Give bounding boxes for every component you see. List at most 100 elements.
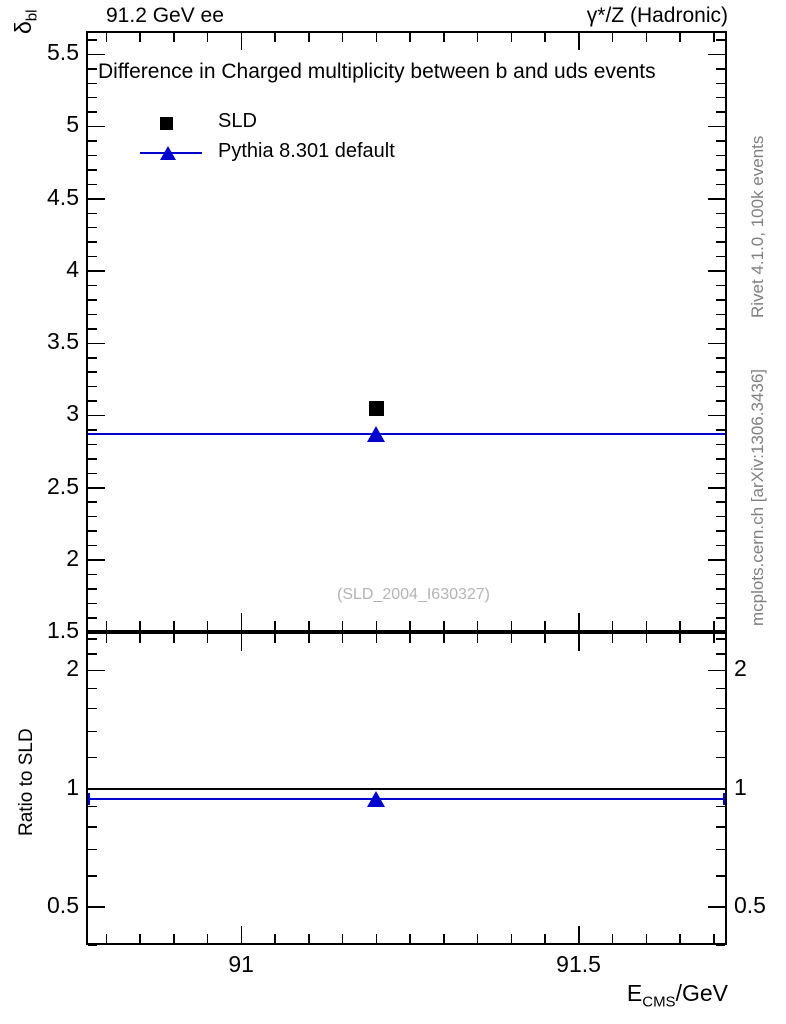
main-ytick-4.7 bbox=[88, 169, 97, 171]
ratio-xtick-91.6 bbox=[645, 934, 648, 943]
ratio-xtick-91.65 bbox=[679, 934, 681, 943]
ratio-ytick-right-1.6 bbox=[716, 707, 725, 710]
main-ytick-label-3: 3 bbox=[66, 400, 79, 427]
legend-label-sld: SLD bbox=[218, 110, 257, 132]
ratio-xtick-top-91.45 bbox=[544, 634, 546, 643]
ratio-ytick-right-0.8 bbox=[716, 826, 725, 828]
main-ytick-right-1.6 bbox=[716, 617, 725, 619]
main-xtick-90.95 bbox=[206, 33, 209, 42]
x-axis-title-subscript: CMS bbox=[642, 993, 676, 1011]
annotation-rivet-version: Rivet 4.1.0, 100k events bbox=[748, 135, 767, 318]
main-xtick-90.8 bbox=[105, 33, 108, 42]
main-ytick-right-2.8 bbox=[716, 443, 725, 446]
ratio-xtick-top-91.7 bbox=[713, 634, 715, 643]
main-plot-frame bbox=[86, 31, 727, 632]
main-ytick-5.4 bbox=[88, 68, 97, 70]
main-ytick-4.3 bbox=[88, 226, 97, 229]
main-xtick-91.1 bbox=[308, 33, 310, 42]
main-xtick-bottom-91.35 bbox=[476, 621, 479, 630]
main-ytick-label-4: 4 bbox=[66, 255, 79, 282]
ratio-ytick-0.7 bbox=[88, 848, 97, 851]
ratio-xtick-91.2 bbox=[375, 934, 378, 943]
legend-label-pythia: Pythia 8.301 default bbox=[218, 140, 395, 162]
main-ytick-right-2.7 bbox=[716, 458, 725, 460]
ratio-ytick-right-1.8 bbox=[716, 687, 725, 690]
main-ytick-1.7 bbox=[88, 602, 97, 605]
main-ytick-5 bbox=[88, 125, 105, 128]
main-ytick-4.2 bbox=[88, 241, 97, 243]
ratio-reference-line bbox=[88, 787, 725, 790]
y-axis-title-subscript: bl bbox=[23, 9, 41, 22]
main-ytick-right-3.7 bbox=[716, 313, 725, 316]
pythia-marker-ratio bbox=[367, 791, 386, 808]
main-ytick-2.6 bbox=[88, 472, 97, 475]
ratio-xtick-top-91.6 bbox=[645, 634, 648, 643]
ratio-xtick-top-91.55 bbox=[611, 634, 614, 643]
y-axis-title-main: δbl bbox=[10, 10, 41, 35]
ratio-ytick-right-1 bbox=[708, 788, 725, 790]
ratio-ytick-right-1.2 bbox=[716, 756, 725, 759]
main-xtick-bottom-90.95 bbox=[206, 621, 209, 630]
plot-title: Difference in Charged multiplicity betwe… bbox=[98, 60, 656, 83]
y-axis-title-symbol: δ bbox=[10, 21, 36, 34]
main-ytick-3.3 bbox=[88, 371, 97, 373]
main-xtick-91.35 bbox=[476, 33, 479, 42]
ratio-xtick-91.05 bbox=[274, 934, 276, 943]
main-xtick-91.25 bbox=[409, 33, 411, 42]
ratio-xtick-top-90.9 bbox=[173, 634, 175, 643]
main-ytick-label-2: 2 bbox=[66, 544, 79, 571]
main-ytick-right-3.6 bbox=[716, 328, 725, 330]
pythia-line-main bbox=[88, 433, 725, 436]
main-xtick-91.6 bbox=[645, 33, 648, 42]
header-process: γ*/Z (Hadronic) bbox=[586, 4, 728, 27]
ratio-ytick-0.6 bbox=[88, 875, 97, 877]
ratio-xtick-90.9 bbox=[173, 934, 175, 943]
main-ytick-label-4.5: 4.5 bbox=[47, 183, 79, 210]
legend-marker-triangle-line bbox=[140, 138, 206, 168]
ratio-ytick-right-0.7 bbox=[716, 848, 725, 851]
ratio-xtick-top-91.5 bbox=[578, 634, 580, 651]
main-ytick-right-3.3 bbox=[716, 371, 725, 373]
ratio-ytick-label-right-2: 2 bbox=[734, 655, 747, 682]
main-ytick-label-5.5: 5.5 bbox=[47, 39, 79, 66]
main-ytick-right-1.8 bbox=[716, 588, 725, 590]
ratio-xtick-top-91.15 bbox=[341, 634, 344, 643]
ratio-ytick-2.4 bbox=[88, 638, 97, 640]
main-xtick-91.65 bbox=[679, 33, 681, 42]
main-ytick-right-1.5 bbox=[708, 631, 725, 633]
main-ytick-right-5.1 bbox=[716, 111, 725, 113]
ratio-ytick-right-2 bbox=[708, 669, 725, 672]
pythia-line-ratio bbox=[88, 798, 725, 801]
main-xtick-91.05 bbox=[274, 33, 276, 42]
main-ytick-5.5 bbox=[88, 53, 105, 56]
ratio-ytick-right-2.4 bbox=[716, 638, 725, 640]
main-ytick-right-4.3 bbox=[716, 226, 725, 229]
ratio-xtick-91.3 bbox=[443, 934, 445, 943]
main-ytick-right-5 bbox=[708, 125, 725, 128]
main-ytick-2.2 bbox=[88, 530, 97, 532]
main-ytick-4.6 bbox=[88, 183, 97, 186]
main-ytick-2.1 bbox=[88, 544, 97, 547]
main-ytick-3.5 bbox=[88, 342, 105, 345]
analysis-id-watermark: (SLD_2004_I630327) bbox=[337, 586, 491, 603]
main-ytick-2.9 bbox=[88, 429, 97, 431]
main-xtick-bottom-90.85 bbox=[139, 621, 141, 630]
main-ytick-right-3.1 bbox=[716, 400, 725, 402]
ratio-ytick-0.8 bbox=[88, 826, 97, 828]
main-ytick-1.9 bbox=[88, 573, 97, 576]
main-ytick-3.7 bbox=[88, 313, 97, 316]
ratio-xtick-top-90.95 bbox=[206, 634, 209, 643]
main-ytick-4.8 bbox=[88, 154, 97, 157]
main-ytick-4.4 bbox=[88, 212, 97, 215]
main-ytick-right-4.6 bbox=[716, 183, 725, 186]
main-ytick-3.9 bbox=[88, 284, 97, 287]
ratio-ytick-right-0.9 bbox=[716, 805, 725, 808]
main-ytick-right-3.9 bbox=[716, 284, 725, 287]
main-ytick-1.8 bbox=[88, 588, 97, 590]
main-xtick-bottom-91.45 bbox=[544, 621, 546, 630]
main-ytick-right-2.2 bbox=[716, 530, 725, 532]
main-xtick-91.5 bbox=[578, 33, 580, 50]
ratio-ytick-right-0.5 bbox=[708, 906, 725, 908]
main-ytick-3.2 bbox=[88, 385, 97, 388]
ratio-xtick-91.7 bbox=[713, 934, 715, 943]
